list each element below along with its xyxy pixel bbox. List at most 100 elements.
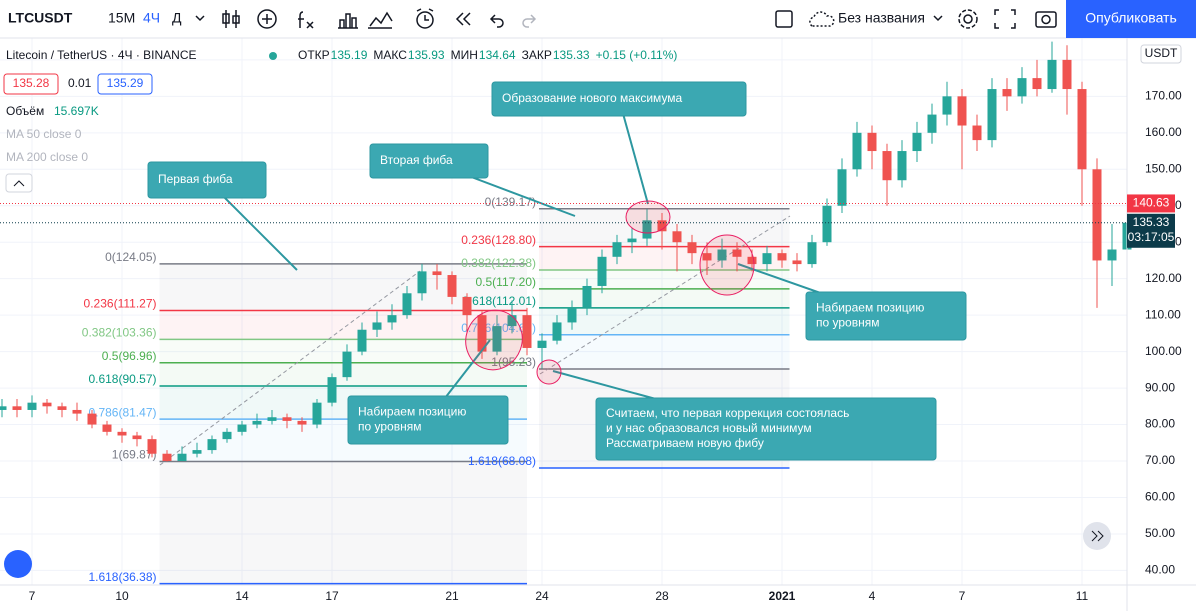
candle-body	[12, 406, 22, 410]
candle-body	[837, 169, 847, 206]
candle-body	[717, 249, 727, 261]
y-tick-label: 110.00	[1145, 307, 1181, 321]
x-tick-label: 24	[535, 589, 549, 603]
x-tick-label: 21	[445, 589, 459, 603]
candle-body	[432, 271, 442, 276]
ohlc-key: МИН	[451, 48, 478, 62]
highlight	[625, 200, 671, 234]
callout	[369, 143, 489, 179]
candle-body	[642, 220, 652, 239]
candle-body	[42, 402, 52, 407]
candle-body	[1002, 89, 1012, 97]
callout	[595, 397, 937, 461]
fullscreen-icon[interactable]	[994, 9, 1016, 29]
layout-icon[interactable]	[775, 10, 793, 28]
collapse-icon	[13, 180, 25, 187]
ohlc-value: 134.64	[479, 48, 516, 62]
indicator-add-icon[interactable]	[257, 9, 277, 29]
candle-body	[222, 431, 232, 440]
candle-body	[747, 256, 757, 265]
collapse-button	[5, 173, 33, 193]
candle-body	[312, 402, 322, 425]
candle-body	[27, 402, 37, 410]
interval[interactable]: Д	[172, 10, 182, 26]
legend-title: Litecoin / TetherUS · 4Ч · BINANCE	[6, 48, 197, 62]
fib-label: 0.236(128.80)	[461, 233, 536, 247]
snapshot-icon[interactable]	[1035, 11, 1057, 28]
undo-icon[interactable]	[489, 14, 504, 28]
interval[interactable]: 15М	[108, 10, 135, 26]
fx-icon[interactable]	[298, 11, 314, 29]
trend-line	[539, 215, 791, 375]
y-tick-label: 120.00	[1145, 271, 1182, 285]
candle-body	[822, 205, 832, 243]
ohlc-key: ЗАКР	[522, 48, 552, 62]
candle-body	[1077, 89, 1087, 170]
candles-icon[interactable]	[222, 10, 240, 28]
callout-text: Набираем позицию	[358, 405, 466, 419]
candle-body	[1107, 249, 1117, 261]
candle-body	[687, 242, 697, 254]
layout-name[interactable]: Без названия	[838, 10, 925, 26]
y-tick-label: 40.00	[1145, 563, 1175, 577]
unit-box	[1140, 44, 1182, 64]
candle-body	[417, 271, 427, 294]
candle-body	[342, 351, 352, 378]
candle-body	[987, 89, 997, 141]
chart-type-icon[interactable]	[338, 13, 358, 29]
price-tag-label: 135.33	[1133, 215, 1170, 229]
candle-body	[657, 220, 667, 232]
symbol[interactable]: LTCUSDT	[8, 10, 73, 26]
publish-label[interactable]: Опубликовать	[1085, 10, 1177, 26]
compare-icon[interactable]	[368, 11, 393, 29]
interval[interactable]: 4Ч	[143, 10, 160, 26]
dropdown-icon[interactable]	[195, 15, 205, 22]
fib-zone	[539, 288, 790, 308]
candle-body	[372, 322, 382, 330]
fib-label: 0.382(103.36)	[82, 326, 157, 340]
candle-body	[297, 420, 307, 425]
callout-text: Вторая фиба	[380, 153, 453, 167]
candle-body	[1047, 59, 1057, 90]
trend-line	[159, 270, 421, 466]
candle-body	[912, 132, 922, 152]
candle-body	[132, 435, 142, 440]
fib-label: 1.618(68.08)	[468, 454, 536, 468]
candle-body	[492, 326, 502, 352]
x-tick-label: 10	[115, 589, 129, 603]
x-tick-label: 11	[1076, 589, 1089, 603]
candle-body	[972, 125, 982, 141]
settings-icon[interactable]	[963, 14, 973, 24]
candle-body	[897, 151, 907, 181]
y-tick-label: 70.00	[1145, 453, 1175, 467]
price-tag-label: 140.63	[1133, 196, 1170, 210]
dropdown-icon[interactable]	[933, 15, 943, 22]
x-tick-label: 28	[655, 589, 669, 603]
ohlc-value: 135.19	[331, 48, 368, 62]
publish-button[interactable]	[1066, 0, 1196, 38]
y-tick-label: 170.00	[1145, 89, 1182, 103]
y-tick-label: 60.00	[1145, 490, 1175, 504]
candle-body	[627, 238, 637, 243]
ohlc-key: МАКС	[373, 48, 407, 62]
fib-zone	[539, 307, 790, 335]
y-tick-label: 50.00	[1145, 526, 1175, 540]
fib-label: 1(95.23)	[491, 355, 536, 369]
highlight	[536, 359, 562, 385]
x-tick-label: 7	[29, 589, 36, 603]
callout	[347, 395, 509, 445]
candle-body	[807, 242, 817, 265]
callout-text: Рассматриваем новую фибу	[606, 436, 764, 450]
callout-text: по уровням	[358, 420, 421, 434]
candle-body	[552, 322, 562, 341]
alert-icon[interactable]	[416, 11, 434, 29]
candle-body	[87, 413, 97, 425]
x-tick-label: 17	[325, 589, 339, 603]
candle-body	[387, 315, 397, 323]
replay-icon[interactable]	[455, 12, 471, 26]
candle-body	[162, 453, 172, 462]
candle-body	[177, 453, 187, 462]
redo-icon[interactable]	[522, 14, 537, 28]
x-tick-label: 14	[235, 589, 249, 603]
